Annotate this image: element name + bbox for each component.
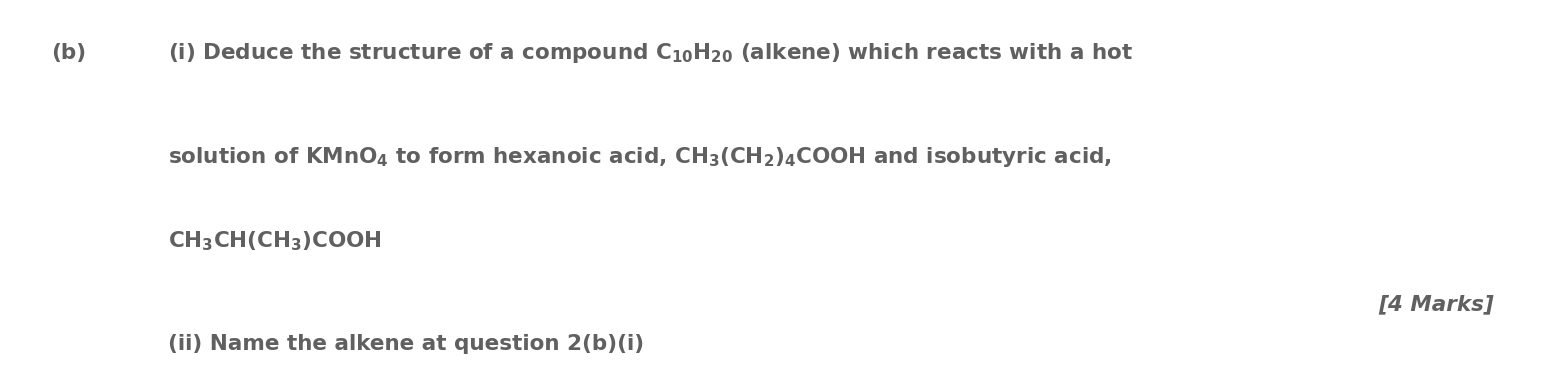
Text: (ii) Name the alkene at question 2(b)(i): (ii) Name the alkene at question 2(b)(i) xyxy=(168,334,644,354)
Text: $\mathregular{CH_3CH(CH_3)COOH}$: $\mathregular{CH_3CH(CH_3)COOH}$ xyxy=(168,229,382,253)
Text: [4 Marks]: [4 Marks] xyxy=(1378,294,1495,314)
Text: (i) Deduce the structure of a compound $\mathregular{C_{10}H_{20}}$ (alkene) whi: (i) Deduce the structure of a compound $… xyxy=(168,41,1133,65)
Text: (b): (b) xyxy=(51,43,87,63)
Text: solution of $\mathregular{KMnO_4}$ to form hexanoic acid, $\mathregular{CH_3(CH_: solution of $\mathregular{KMnO_4}$ to fo… xyxy=(168,145,1111,169)
